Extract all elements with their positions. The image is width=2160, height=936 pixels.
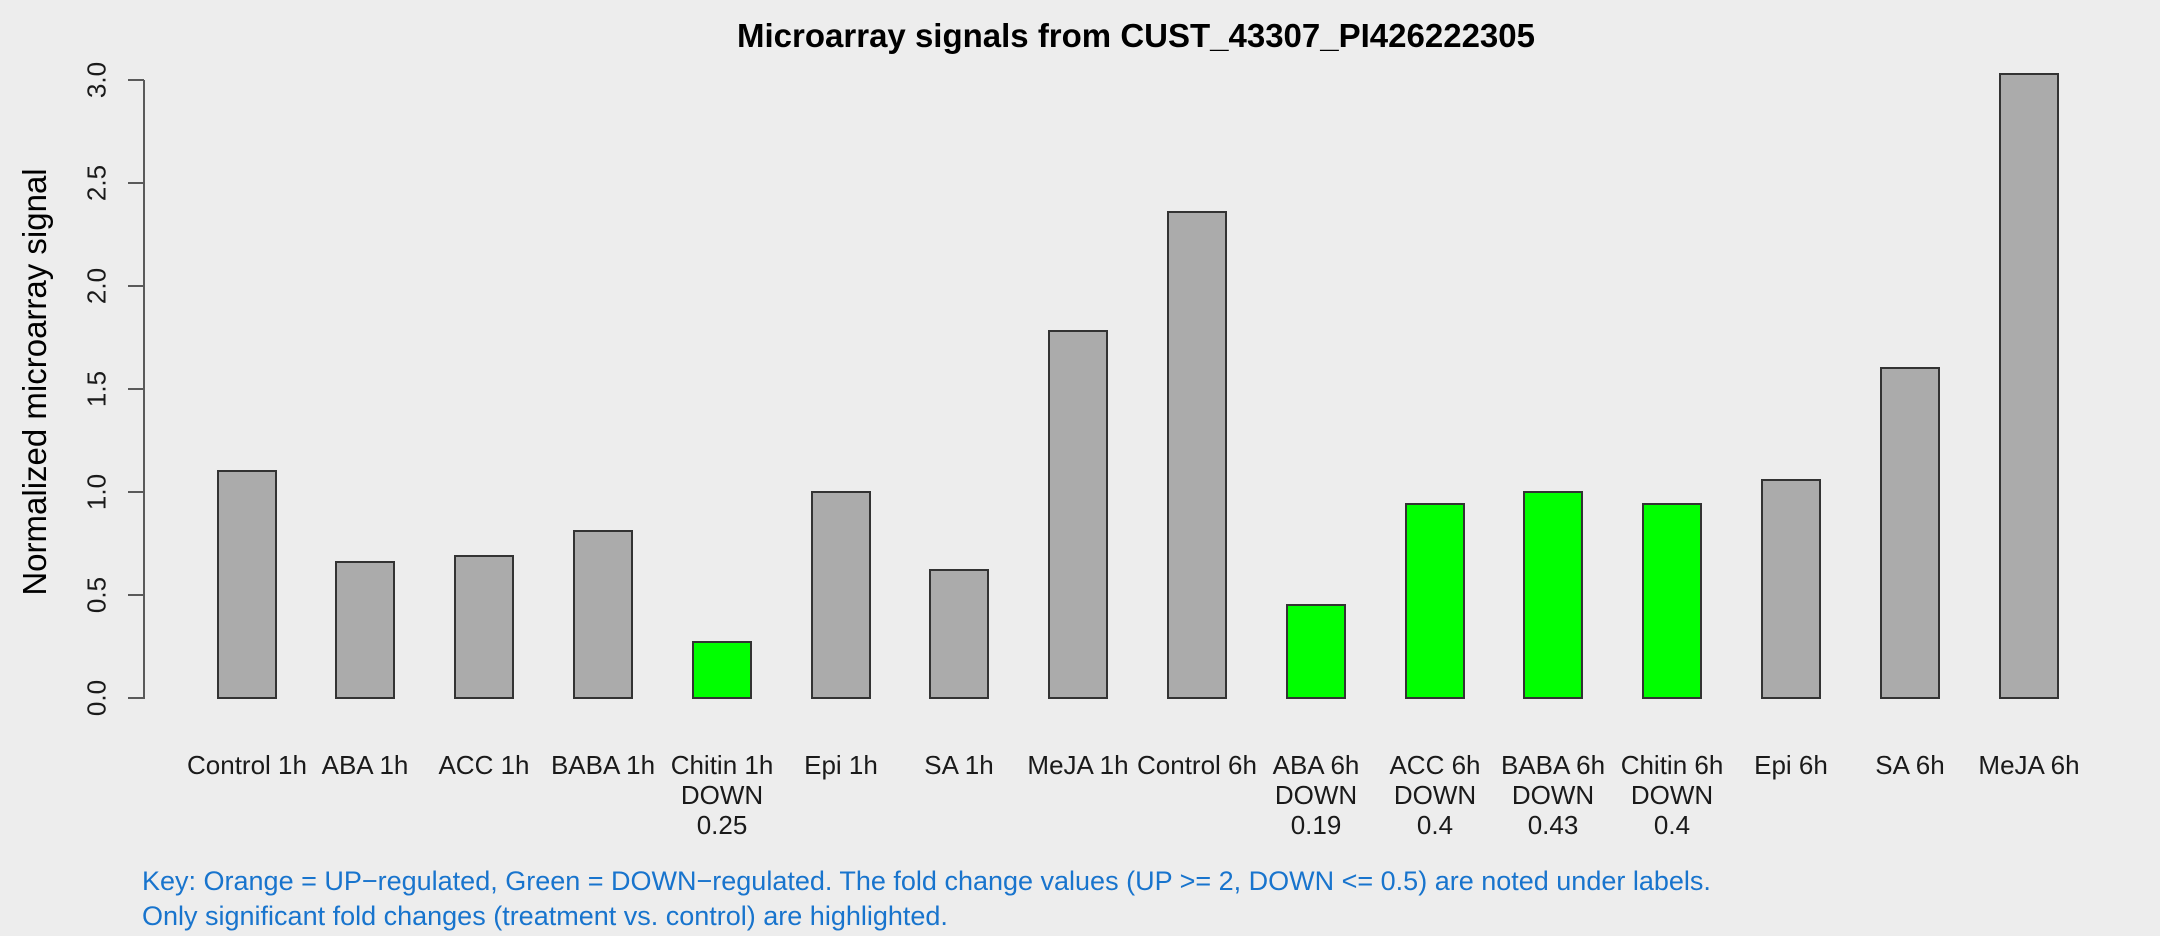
tick-mark [128, 79, 144, 81]
regulation-direction: DOWN [1393, 780, 1477, 810]
category-name: MeJA 1h [1027, 750, 1129, 780]
x-axis-label: SA 1h [859, 750, 1059, 780]
bar [335, 561, 395, 699]
y-axis-label: Normalized microarray signal [16, 168, 53, 596]
regulation-direction: DOWN [680, 780, 764, 810]
bar [1405, 503, 1465, 699]
category-name: SA 1h [924, 750, 994, 780]
key-note: Key: Orange = UP−regulated, Green = DOWN… [142, 864, 1711, 934]
tick-label: 3.0 [81, 61, 112, 99]
x-axis-label: Chitin 1h DOWN 0.25 [622, 750, 822, 840]
category-name: Control 6h [1137, 750, 1257, 780]
category-name: SA 6h [1875, 750, 1945, 780]
category-name: ABA 1h [321, 750, 409, 780]
category-name: ACC 1h [438, 750, 530, 780]
bar [929, 569, 989, 699]
tick-mark [128, 285, 144, 287]
category-name: MeJA 6h [1978, 750, 2080, 780]
bar [692, 641, 752, 699]
bar [1880, 367, 1940, 699]
x-axis-label: MeJA 6h [1929, 750, 2129, 780]
x-axis-label: SA 6h [1810, 750, 2010, 780]
bar [1761, 479, 1821, 699]
tick-label: 2.5 [81, 164, 112, 202]
x-axis-label: BABA 1h [503, 750, 703, 780]
fold-change-value: 0.19 [1290, 810, 1342, 840]
regulation-direction: DOWN [1274, 780, 1358, 810]
fold-change-value: 0.43 [1527, 810, 1579, 840]
category-name: BABA 1h [550, 750, 656, 780]
y-axis-line [143, 80, 145, 699]
category-name: Chitin 1h [670, 750, 774, 780]
category-name: Epi 6h [1754, 750, 1828, 780]
regulation-direction: DOWN [1511, 780, 1595, 810]
bar [573, 530, 633, 699]
tick-mark [128, 182, 144, 184]
key-note-line1: Key: Orange = UP−regulated, Green = DOWN… [142, 866, 1711, 896]
tick-label: 1.0 [81, 473, 112, 511]
x-axis-label: Chitin 6h DOWN 0.4 [1572, 750, 1772, 840]
chart-title: Microarray signals from CUST_43307_PI426… [737, 17, 1535, 54]
bar [454, 555, 514, 699]
bar [1642, 503, 1702, 699]
key-note-line2: Only significant fold changes (treatment… [142, 901, 948, 931]
category-name: Epi 1h [804, 750, 878, 780]
bar [1999, 73, 2059, 699]
x-axis-label: ABA 6h DOWN 0.19 [1216, 750, 1416, 840]
fold-change-value: 0.25 [696, 810, 748, 840]
regulation-direction: DOWN [1630, 780, 1714, 810]
tick-mark [128, 594, 144, 596]
x-axis-label: Control 1h [147, 750, 347, 780]
bar [1286, 604, 1346, 699]
tick-label: 0.5 [81, 576, 112, 614]
fold-change-value: 0.4 [1653, 810, 1691, 840]
x-axis-label: Epi 6h [1691, 750, 1891, 780]
category-name: BABA 6h [1500, 750, 1606, 780]
x-axis-label: Control 6h [1097, 750, 1297, 780]
tick-mark [128, 388, 144, 390]
fold-change-value: 0.4 [1416, 810, 1454, 840]
tick-label: 1.5 [81, 370, 112, 408]
category-name: ACC 6h [1389, 750, 1481, 780]
x-axis-label: BABA 6h DOWN 0.43 [1453, 750, 1653, 840]
bar [1523, 491, 1583, 699]
tick-mark [128, 491, 144, 493]
bar [1167, 211, 1227, 699]
tick-label: 0.0 [81, 679, 112, 717]
tick-label: 2.0 [81, 267, 112, 305]
x-axis-label: Epi 1h [741, 750, 941, 780]
bar [1048, 330, 1108, 699]
x-axis-label: MeJA 1h [978, 750, 1178, 780]
x-axis-label: ACC 1h [384, 750, 584, 780]
category-name: Chitin 6h [1620, 750, 1724, 780]
category-name: Control 1h [187, 750, 307, 780]
category-name: ABA 6h [1272, 750, 1360, 780]
x-axis-label: ACC 6h DOWN 0.4 [1335, 750, 1535, 840]
bar [811, 491, 871, 699]
tick-mark [128, 697, 144, 699]
bar [217, 470, 277, 699]
x-axis-label: ABA 1h [265, 750, 465, 780]
